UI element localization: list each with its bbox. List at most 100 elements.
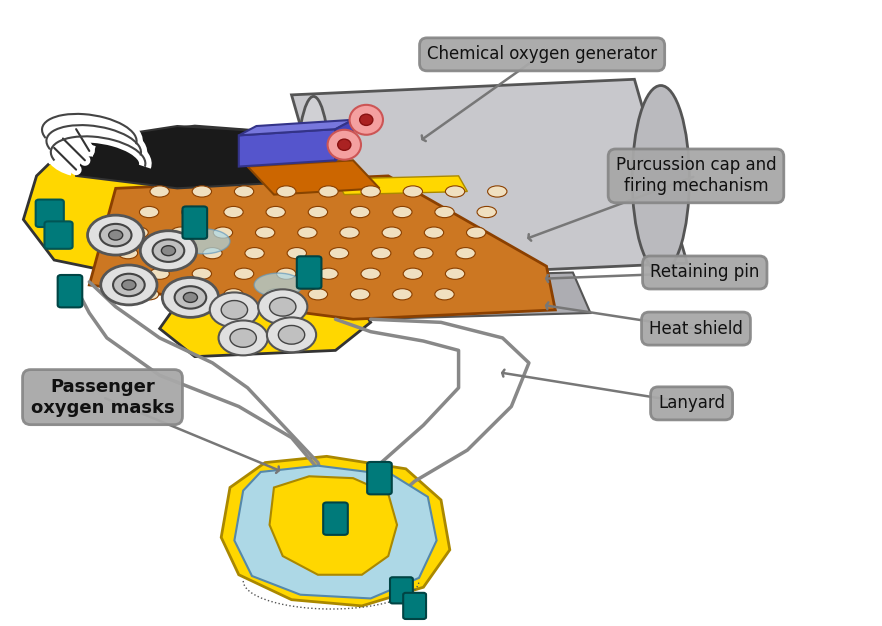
Ellipse shape: [350, 289, 370, 300]
Ellipse shape: [318, 268, 338, 279]
Polygon shape: [344, 272, 590, 319]
Polygon shape: [76, 126, 326, 188]
Ellipse shape: [403, 186, 422, 197]
FancyBboxPatch shape: [183, 207, 207, 239]
Ellipse shape: [435, 207, 454, 218]
Ellipse shape: [371, 247, 391, 259]
FancyBboxPatch shape: [44, 222, 72, 249]
Circle shape: [183, 292, 198, 302]
Ellipse shape: [177, 229, 230, 254]
Circle shape: [108, 230, 123, 240]
Ellipse shape: [403, 268, 422, 279]
Circle shape: [210, 292, 259, 327]
Polygon shape: [335, 176, 467, 195]
Circle shape: [101, 265, 157, 305]
Polygon shape: [221, 456, 450, 606]
Text: Chemical oxygen generator: Chemical oxygen generator: [427, 45, 657, 63]
Circle shape: [230, 329, 257, 347]
Circle shape: [279, 326, 304, 344]
Text: Heat shield: Heat shield: [649, 320, 743, 337]
Circle shape: [270, 297, 296, 316]
Ellipse shape: [467, 227, 486, 239]
Ellipse shape: [349, 105, 383, 135]
Polygon shape: [160, 266, 370, 357]
Ellipse shape: [192, 186, 212, 197]
Ellipse shape: [308, 207, 327, 218]
Ellipse shape: [329, 247, 348, 259]
Ellipse shape: [382, 227, 401, 239]
Ellipse shape: [118, 247, 138, 259]
Circle shape: [161, 245, 176, 255]
Ellipse shape: [361, 268, 380, 279]
Ellipse shape: [392, 289, 412, 300]
Text: Purcussion cap and
firing mechanism: Purcussion cap and firing mechanism: [616, 156, 776, 195]
Polygon shape: [23, 126, 353, 282]
Ellipse shape: [254, 273, 303, 297]
Ellipse shape: [632, 86, 690, 272]
Ellipse shape: [456, 247, 475, 259]
Ellipse shape: [338, 139, 351, 150]
Ellipse shape: [308, 289, 327, 300]
Ellipse shape: [235, 268, 254, 279]
Text: Passenger
oxygen masks: Passenger oxygen masks: [31, 377, 175, 416]
Ellipse shape: [192, 268, 212, 279]
Ellipse shape: [224, 207, 243, 218]
Ellipse shape: [445, 268, 465, 279]
Circle shape: [87, 215, 144, 255]
Ellipse shape: [139, 289, 159, 300]
FancyBboxPatch shape: [403, 593, 426, 619]
Ellipse shape: [277, 186, 296, 197]
Text: Lanyard: Lanyard: [658, 394, 725, 413]
Ellipse shape: [296, 96, 331, 280]
Polygon shape: [248, 160, 379, 195]
Ellipse shape: [392, 207, 412, 218]
Polygon shape: [335, 120, 353, 160]
Ellipse shape: [350, 207, 370, 218]
Polygon shape: [270, 476, 397, 575]
Ellipse shape: [288, 247, 306, 259]
Ellipse shape: [318, 186, 338, 197]
FancyBboxPatch shape: [390, 577, 413, 603]
Polygon shape: [292, 80, 687, 279]
Polygon shape: [313, 210, 370, 260]
FancyBboxPatch shape: [35, 200, 64, 227]
Ellipse shape: [266, 207, 286, 218]
FancyBboxPatch shape: [323, 503, 348, 535]
Ellipse shape: [361, 186, 380, 197]
Ellipse shape: [139, 207, 159, 218]
Circle shape: [113, 274, 145, 296]
Ellipse shape: [224, 289, 243, 300]
Ellipse shape: [445, 186, 465, 197]
Circle shape: [175, 286, 206, 309]
Polygon shape: [235, 466, 437, 598]
FancyBboxPatch shape: [297, 256, 321, 289]
Ellipse shape: [182, 289, 201, 300]
Ellipse shape: [161, 247, 180, 259]
Ellipse shape: [266, 289, 286, 300]
Ellipse shape: [327, 130, 361, 160]
Circle shape: [140, 231, 197, 270]
Ellipse shape: [277, 268, 296, 279]
Circle shape: [267, 317, 316, 352]
Ellipse shape: [150, 186, 169, 197]
Polygon shape: [239, 120, 353, 135]
Circle shape: [153, 240, 184, 262]
Text: Retaining pin: Retaining pin: [650, 264, 759, 282]
Ellipse shape: [340, 227, 359, 239]
Polygon shape: [239, 129, 335, 167]
Ellipse shape: [435, 289, 454, 300]
Ellipse shape: [424, 227, 444, 239]
Ellipse shape: [256, 227, 275, 239]
FancyBboxPatch shape: [367, 462, 392, 495]
Ellipse shape: [360, 114, 373, 125]
Circle shape: [122, 280, 136, 290]
Circle shape: [100, 224, 131, 246]
FancyBboxPatch shape: [57, 275, 82, 307]
Ellipse shape: [213, 227, 233, 239]
Ellipse shape: [203, 247, 222, 259]
Circle shape: [258, 289, 307, 324]
Ellipse shape: [414, 247, 433, 259]
Circle shape: [221, 300, 248, 319]
Ellipse shape: [129, 227, 148, 239]
Ellipse shape: [488, 186, 507, 197]
